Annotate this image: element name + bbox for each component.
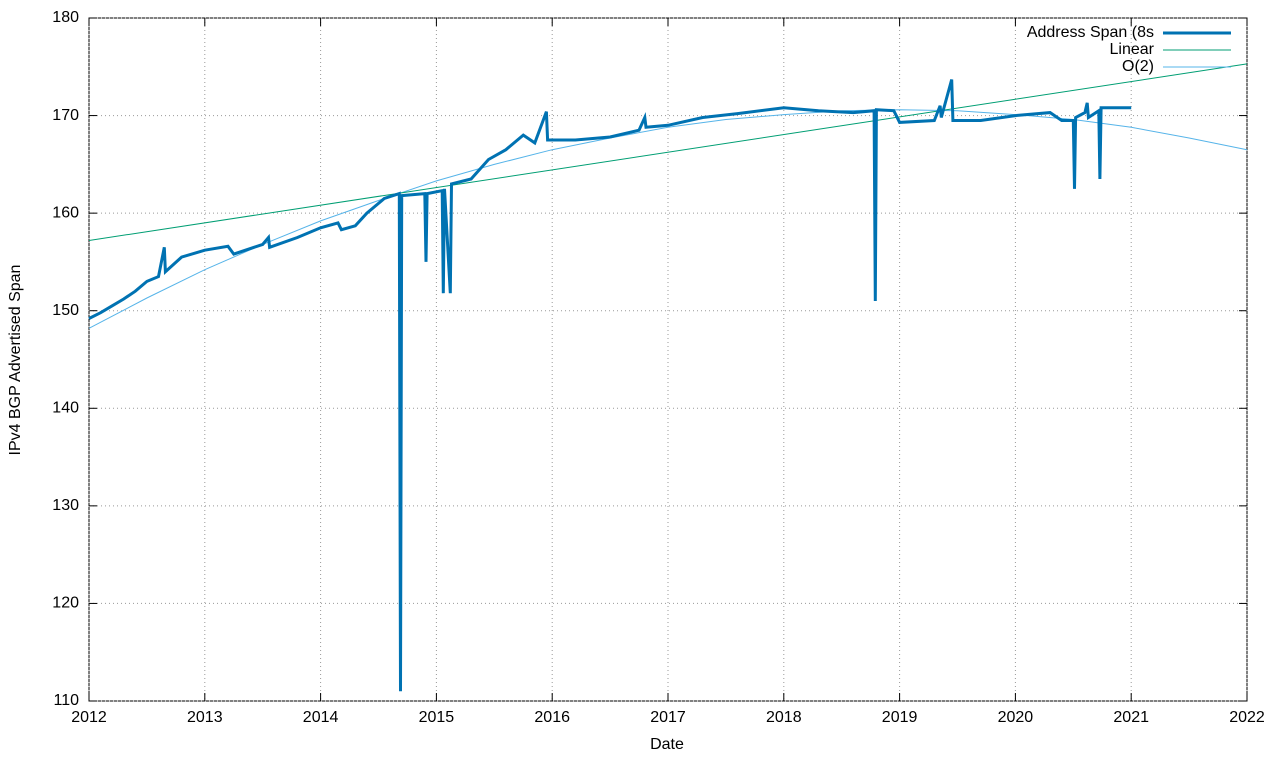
y-tick-label: 180 <box>52 9 79 26</box>
x-tick-label: 2019 <box>882 709 918 726</box>
y-tick-label: 110 <box>53 692 79 709</box>
x-axis-label: Date <box>650 736 684 753</box>
legend-label: Linear <box>1110 41 1155 58</box>
x-tick-label: 2017 <box>650 709 686 726</box>
y-tick-label: 140 <box>52 400 79 417</box>
x-tick-label: 2014 <box>303 709 339 726</box>
y-axis-label: IPv4 BGP Advertised Span <box>7 265 24 456</box>
data-line <box>88 79 1132 692</box>
x-tick-label: 2021 <box>1113 709 1149 726</box>
x-tick-label: 2012 <box>71 709 107 726</box>
y-tick-label: 160 <box>52 204 79 221</box>
y-tick-label: 150 <box>52 302 79 319</box>
legend-label: Address Span (8s <box>1027 24 1154 41</box>
x-tick-label: 2018 <box>766 709 802 726</box>
x-tick-label: 2015 <box>419 709 455 726</box>
x-tick-label: 2013 <box>187 709 223 726</box>
data-line <box>88 63 1248 241</box>
y-tick-label: 130 <box>52 497 79 514</box>
data-line <box>88 109 1248 329</box>
y-tick-label: 170 <box>52 107 79 124</box>
x-tick-label: 2020 <box>998 709 1034 726</box>
x-tick-label: 2022 <box>1229 709 1265 726</box>
legend-label: O(2) <box>1122 58 1154 75</box>
y-tick-label: 120 <box>52 595 79 612</box>
x-tick-label: 2016 <box>534 709 570 726</box>
